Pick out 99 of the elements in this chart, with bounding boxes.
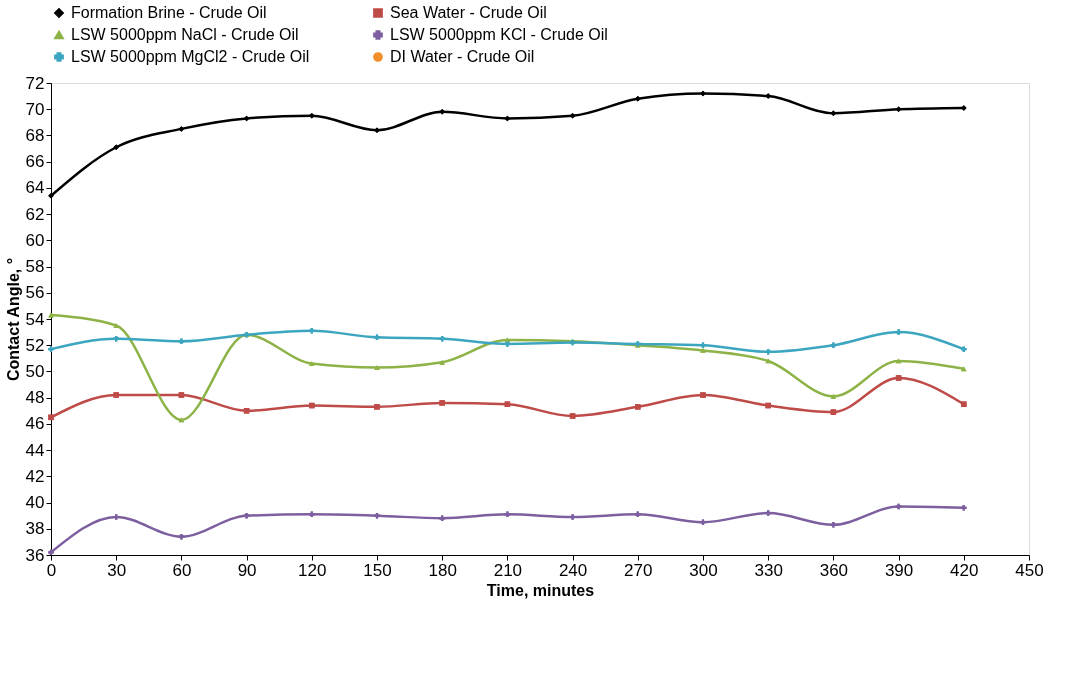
legend-label: LSW 5000ppm MgCl2 - Crude Oil xyxy=(71,48,310,65)
point xyxy=(113,335,119,342)
x-tick-label: 420 xyxy=(950,560,979,580)
x-tick-label: 210 xyxy=(493,560,523,580)
point xyxy=(48,414,54,421)
point xyxy=(830,409,837,415)
x-axis-title: Time, minutes xyxy=(486,581,595,599)
point xyxy=(635,95,641,102)
point xyxy=(243,115,250,122)
point xyxy=(439,515,445,522)
point xyxy=(961,505,967,511)
point xyxy=(895,375,902,381)
x-tick-label: 450 xyxy=(1015,560,1044,580)
point xyxy=(178,126,185,132)
point xyxy=(374,404,380,410)
x-tick-label: 270 xyxy=(624,560,653,580)
point xyxy=(48,193,54,199)
y-tick-label: 62 xyxy=(25,204,45,224)
legend-label: DI Water - Crude Oil xyxy=(390,48,535,65)
y-tick-label: 72 xyxy=(25,73,45,93)
y-tick-label: 46 xyxy=(25,414,45,434)
x-tick-label: 330 xyxy=(754,560,783,580)
y-tick-label: 56 xyxy=(25,283,45,303)
y-tick-label: 52 xyxy=(25,335,45,355)
point xyxy=(309,113,315,119)
point xyxy=(504,401,511,407)
legend-label: Sea Water - Crude Oil xyxy=(390,4,547,21)
point xyxy=(895,329,902,335)
x-tick-label: 300 xyxy=(689,560,718,580)
point xyxy=(439,359,445,365)
point xyxy=(309,361,315,366)
point xyxy=(765,93,771,99)
point xyxy=(765,510,771,516)
point xyxy=(309,511,315,518)
point xyxy=(830,342,837,348)
point xyxy=(504,341,511,347)
y-tick-label: 38 xyxy=(25,519,45,539)
y-tick-label: 58 xyxy=(25,257,45,277)
x-tick-label: 120 xyxy=(298,560,327,580)
y-tick-label: 50 xyxy=(25,361,45,381)
point xyxy=(700,519,706,525)
point xyxy=(765,349,771,355)
y-tick-label: 40 xyxy=(25,493,45,513)
point xyxy=(700,90,706,97)
point xyxy=(48,346,54,352)
x-tick-label: 180 xyxy=(428,560,457,580)
x-tick-label: 30 xyxy=(107,560,127,580)
x-tick-label: 360 xyxy=(819,560,849,580)
point xyxy=(374,365,380,370)
x-tick-label: 390 xyxy=(884,560,914,580)
y-tick-label: 48 xyxy=(25,388,45,408)
point xyxy=(700,348,706,353)
point xyxy=(178,392,185,398)
legend-label: LSW 5000ppm NaCl - Crude Oil xyxy=(71,26,299,43)
point xyxy=(439,109,445,115)
point xyxy=(830,110,837,116)
y-tick-label: 60 xyxy=(25,230,45,250)
y-tick-label: 42 xyxy=(25,466,45,486)
point xyxy=(374,512,380,519)
x-tick-label: 60 xyxy=(172,560,192,580)
y-tick-label: 44 xyxy=(25,440,45,460)
y-tick-label: 36 xyxy=(25,545,45,565)
x-tick-label: 150 xyxy=(363,560,392,580)
point xyxy=(895,358,902,364)
point xyxy=(765,402,771,409)
point xyxy=(309,402,315,409)
point xyxy=(243,408,250,414)
point xyxy=(700,392,706,398)
point xyxy=(895,503,902,510)
point xyxy=(439,400,445,406)
point xyxy=(961,346,967,352)
point xyxy=(961,366,967,372)
point xyxy=(569,413,576,419)
legend-label: LSW 5000ppm KCl - Crude Oil xyxy=(390,26,608,43)
x-tick-label: 240 xyxy=(558,560,588,580)
point xyxy=(961,401,967,407)
y-tick-label: 70 xyxy=(25,99,45,119)
point xyxy=(830,393,837,399)
point xyxy=(635,404,641,410)
point xyxy=(895,106,902,112)
x-tick-label: 90 xyxy=(237,560,257,580)
y-axis-title: Contact Angle, ° xyxy=(4,257,22,382)
point xyxy=(309,328,315,334)
point xyxy=(569,113,576,119)
y-tick-label: 66 xyxy=(25,152,45,172)
point xyxy=(113,144,119,150)
point xyxy=(113,392,119,398)
point xyxy=(635,511,641,518)
x-tick-label: 0 xyxy=(46,560,57,580)
point xyxy=(700,342,706,348)
legend-label: Formation Brine - Crude Oil xyxy=(71,4,267,21)
y-tick-label: 54 xyxy=(25,309,45,329)
point xyxy=(374,334,380,341)
point xyxy=(504,115,511,122)
point xyxy=(830,522,837,528)
point xyxy=(439,335,445,342)
y-tick-label: 68 xyxy=(25,125,45,145)
point xyxy=(961,105,967,111)
y-tick-label: 64 xyxy=(25,178,45,198)
